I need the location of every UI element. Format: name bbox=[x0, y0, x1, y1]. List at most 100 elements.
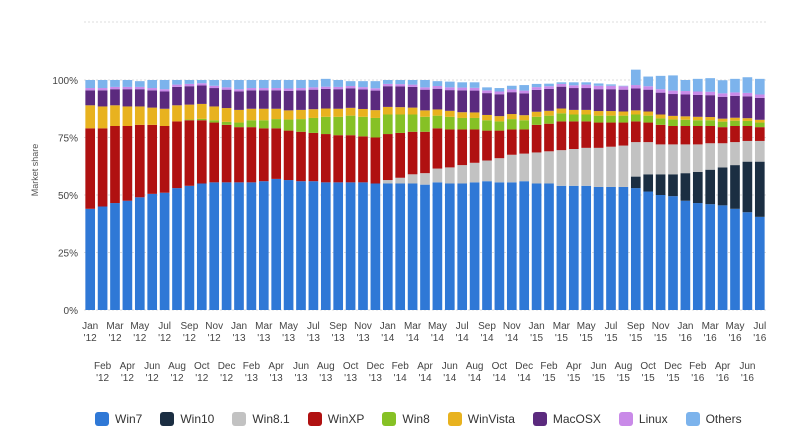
bar-segment-win8 bbox=[221, 121, 232, 125]
bar-segment-winvista bbox=[308, 109, 319, 118]
bar-segment-linux bbox=[506, 89, 517, 93]
x-tick-month: Aug bbox=[615, 361, 633, 372]
bar-segment-macosx bbox=[395, 86, 406, 108]
bar-segment-winvista bbox=[469, 112, 480, 118]
bar-segment-macosx bbox=[742, 96, 753, 119]
bar-segment-others bbox=[147, 80, 158, 89]
bar-segment-macosx bbox=[333, 89, 344, 109]
bar-segment-win7 bbox=[85, 208, 96, 310]
bar-segment-macosx bbox=[420, 89, 430, 111]
bar-segment-winxp bbox=[680, 126, 691, 145]
legend-item-winxp[interactable]: WinXP bbox=[307, 412, 364, 426]
bar-segment-others bbox=[134, 81, 145, 87]
bar-segment-winxp bbox=[320, 134, 331, 183]
bar-segment-win7 bbox=[345, 182, 356, 310]
bar-segment-linux bbox=[457, 87, 468, 91]
bar-segment-linux bbox=[568, 85, 579, 89]
bar-segment-win7 bbox=[283, 180, 294, 310]
bar-segment-winxp bbox=[110, 126, 120, 204]
bar-segment-linux bbox=[544, 86, 554, 89]
bar-segment-win10 bbox=[754, 161, 765, 217]
legend-item-others[interactable]: Others bbox=[685, 412, 742, 426]
bar-segment-win8-1 bbox=[382, 180, 393, 184]
legend-item-linux[interactable]: Linux bbox=[618, 412, 668, 426]
bar-segment-winvista bbox=[147, 107, 158, 125]
bar-segment-others bbox=[494, 88, 505, 92]
bar-segment-win7 bbox=[568, 185, 579, 310]
bar-segment-winvista bbox=[494, 116, 505, 122]
bar-segment-win8 bbox=[531, 116, 542, 125]
legend-label: Linux bbox=[638, 412, 668, 426]
bar-segment-linux bbox=[258, 88, 269, 91]
x-tick-month: Mar bbox=[553, 321, 571, 332]
x-tick-month: Mar bbox=[106, 321, 124, 332]
legend-item-macosx[interactable]: MacOSX bbox=[532, 412, 601, 426]
bar-segment-macosx bbox=[717, 96, 728, 119]
x-tick-month: May bbox=[130, 321, 149, 332]
bar-segment-win8-1 bbox=[506, 154, 517, 183]
x-tick-month: Aug bbox=[317, 361, 335, 372]
bar-segment-win8 bbox=[395, 114, 406, 133]
bar-segment-others bbox=[692, 78, 703, 92]
legend-item-win7[interactable]: Win7 bbox=[95, 412, 142, 426]
bar-segment-win8-1 bbox=[754, 140, 765, 162]
bar-segment-winxp bbox=[159, 126, 170, 193]
bar-segment-linux bbox=[395, 84, 406, 87]
x-tick-month: Jun bbox=[591, 361, 607, 372]
bar-segment-win7 bbox=[668, 196, 678, 310]
bar-segment-macosx bbox=[705, 95, 716, 118]
bar-segment-macosx bbox=[370, 90, 381, 111]
legend-item-win8[interactable]: Win8 bbox=[382, 412, 430, 426]
bar-segment-others bbox=[730, 78, 740, 93]
x-tick-month: Dec bbox=[515, 361, 533, 372]
bar-segment-winxp bbox=[618, 122, 629, 146]
bar-segment-win7 bbox=[457, 183, 468, 310]
bar-segment-win7 bbox=[717, 205, 728, 310]
bar-segment-win8-1 bbox=[618, 145, 629, 187]
bar-segment-linux bbox=[97, 88, 108, 91]
bar-segment-winxp bbox=[432, 128, 443, 169]
bar-segment-winxp bbox=[568, 121, 579, 149]
bar-segment-winxp bbox=[134, 124, 145, 198]
bar-segment-win7 bbox=[172, 188, 182, 310]
bar-segment-winvista bbox=[296, 109, 306, 120]
y-tick-label: 0% bbox=[64, 306, 79, 317]
bar-segment-others bbox=[234, 80, 244, 90]
bar-segment-others bbox=[85, 80, 96, 89]
bar-segment-macosx bbox=[581, 88, 592, 110]
bar-segment-winvista bbox=[531, 111, 542, 117]
x-tick-month: May bbox=[279, 321, 298, 332]
bar-segment-win7 bbox=[420, 184, 430, 310]
bar-segment-linux bbox=[296, 88, 306, 91]
bar-segment-win8-1 bbox=[407, 174, 418, 184]
bar-segment-win8 bbox=[271, 119, 282, 129]
x-tick-month: Oct bbox=[194, 361, 210, 372]
bar-segment-linux bbox=[358, 87, 368, 90]
bar-segment-winxp bbox=[643, 122, 654, 143]
bar-segment-linux bbox=[593, 85, 604, 90]
x-tick-year: '14 bbox=[493, 373, 506, 384]
bar-segment-linux bbox=[705, 91, 716, 96]
bar-segment-win8 bbox=[494, 121, 505, 131]
x-tick-month: Jan bbox=[529, 321, 545, 332]
legend-item-win8-1[interactable]: Win8.1 bbox=[232, 412, 290, 426]
bar-segment-win8 bbox=[345, 115, 356, 136]
bar-segment-win8 bbox=[544, 115, 554, 124]
bar-segment-win8-1 bbox=[680, 144, 691, 174]
x-tick-year: '16 bbox=[704, 333, 717, 344]
x-tick-year: '14 bbox=[394, 373, 407, 384]
bar-segment-others bbox=[680, 80, 691, 92]
bar-segment-others bbox=[531, 83, 542, 88]
legend-item-win10[interactable]: Win10 bbox=[160, 412, 214, 426]
x-tick-month: Jan bbox=[380, 321, 396, 332]
bar-segment-linux bbox=[469, 87, 480, 91]
x-tick-year: '15 bbox=[567, 373, 580, 384]
bar-segment-linux bbox=[730, 92, 740, 96]
bar-segment-others bbox=[469, 82, 480, 88]
bar-segment-winvista bbox=[655, 114, 666, 119]
x-tick-year: '13 bbox=[270, 373, 283, 384]
bar-segment-winxp bbox=[494, 130, 505, 159]
bar-segment-win8 bbox=[308, 117, 319, 133]
bar-segment-winvista bbox=[333, 108, 344, 117]
legend-item-winvista[interactable]: WinVista bbox=[447, 412, 515, 426]
